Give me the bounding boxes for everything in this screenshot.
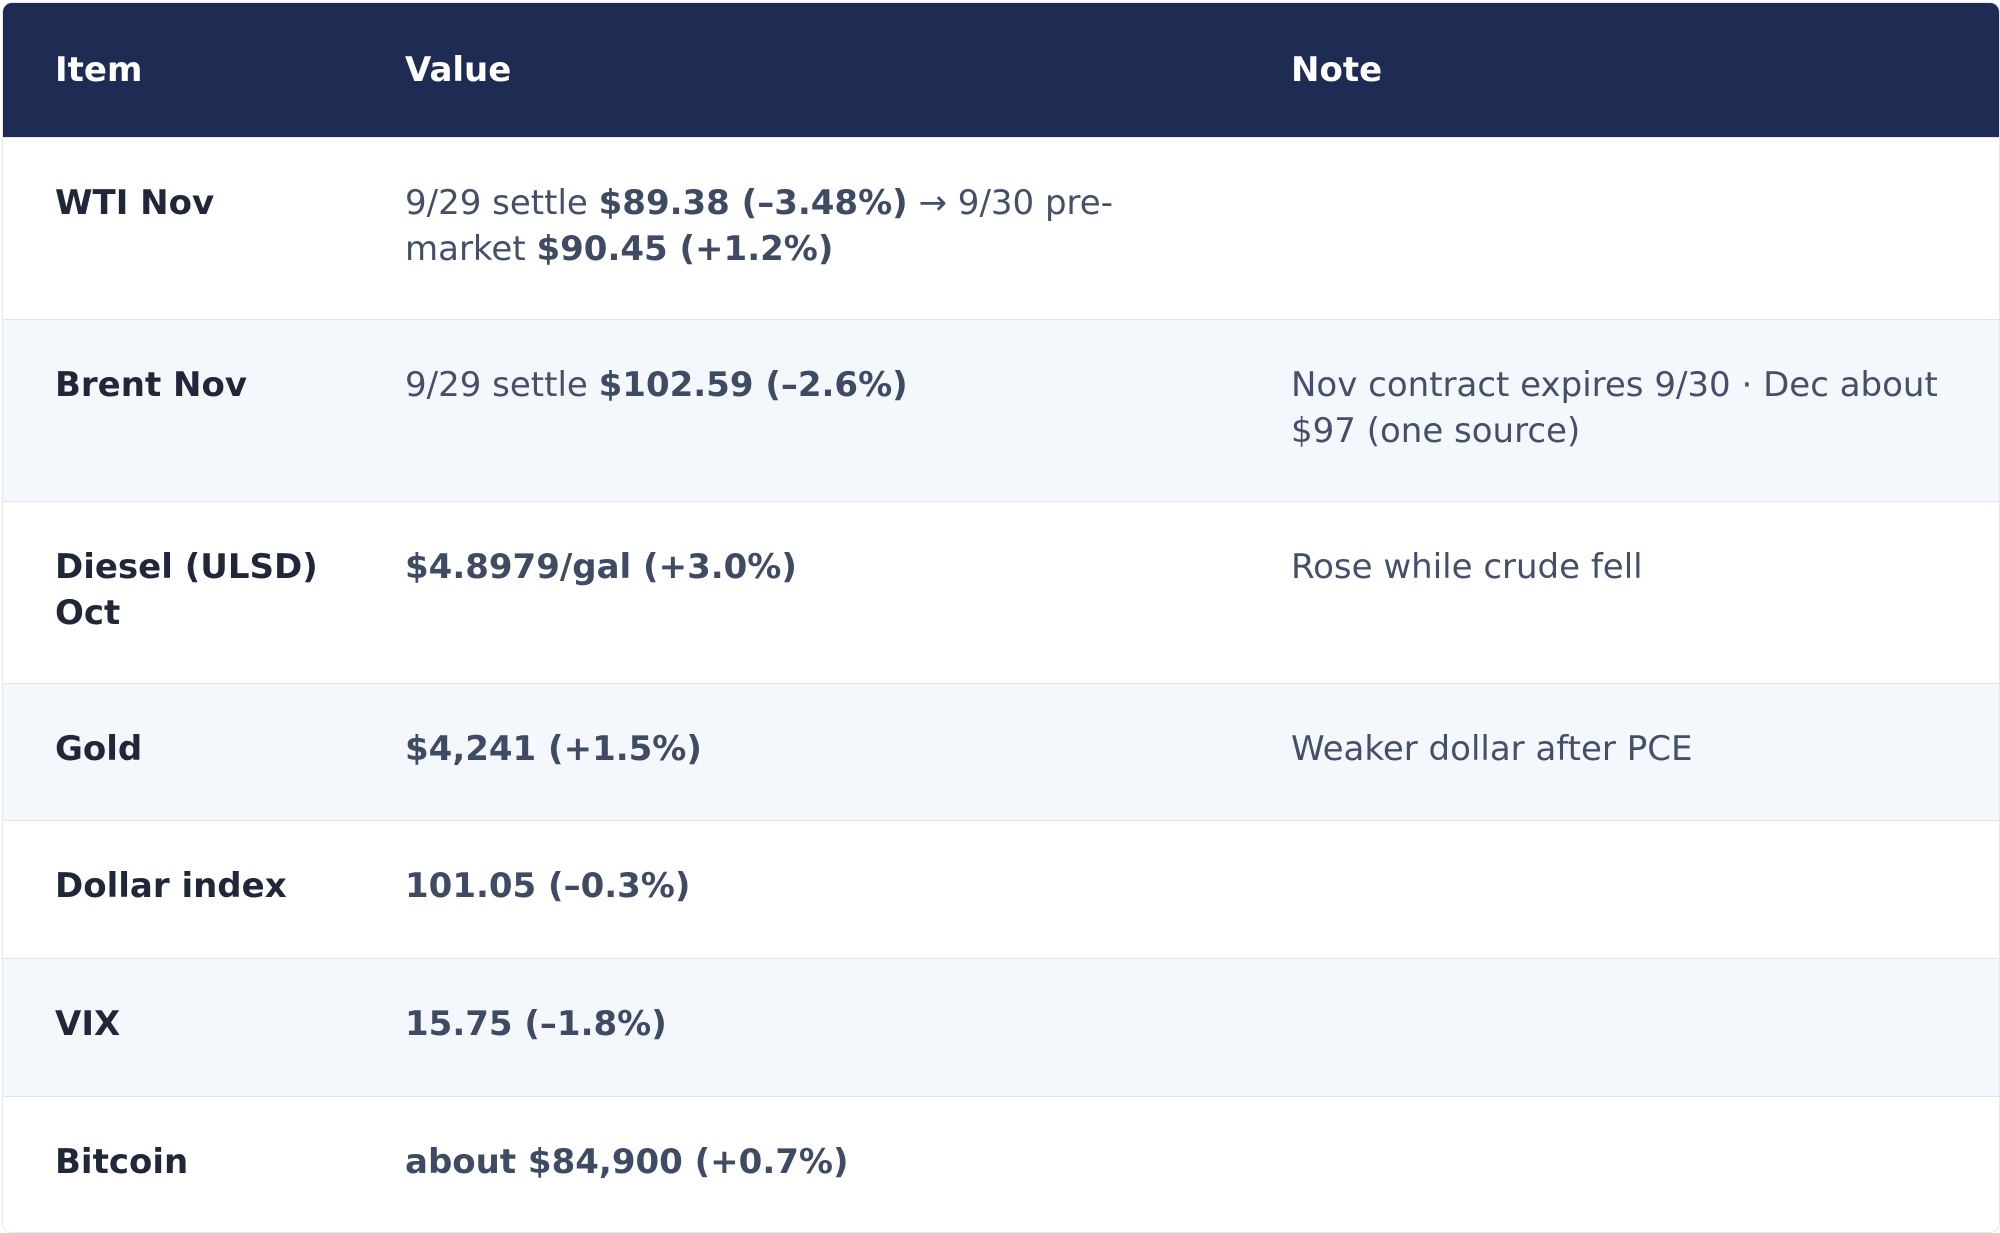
value-bold: $89.38 (–3.48%) <box>598 182 908 223</box>
value-bold: $90.45 (+1.2%) <box>536 228 834 269</box>
item-cell: Brent Nov <box>55 364 248 405</box>
header-row: Item Value Note <box>3 3 1999 137</box>
column-header-note: Note <box>1291 49 1383 90</box>
note-cell <box>1239 137 1999 319</box>
table-row: VIX 15.75 (–1.8%) <box>3 958 1999 1096</box>
value-cell: 9/29 settle $102.59 (–2.6%) <box>353 319 1239 501</box>
item-cell: VIX <box>55 1003 121 1044</box>
note-cell: Weaker dollar after PCE <box>1291 728 1693 769</box>
table-body: WTI Nov 9/29 settle $89.38 (–3.48%) → 9/… <box>3 137 1999 1232</box>
item-cell: Dollar index <box>55 865 287 906</box>
value-text: 9/29 settle <box>405 182 599 223</box>
market-data-table: Item Value Note WTI Nov 9/29 settle $89.… <box>3 3 1999 1232</box>
value-cell: 101.05 (–0.3%) <box>353 820 1239 958</box>
value-cell: $4.8979/gal (+3.0%) <box>353 501 1239 683</box>
value-bold: 101.05 (–0.3%) <box>405 865 691 906</box>
value-bold: $4,241 (+1.5%) <box>405 728 702 769</box>
value-text: → 9/30 pre-market <box>405 182 1113 269</box>
item-cell: Diesel (ULSD) Oct <box>55 546 318 633</box>
value-bold: about $84,900 (+0.7%) <box>405 1141 849 1182</box>
column-header-item: Item <box>55 49 143 90</box>
value-bold: $4.8979/gal (+3.0%) <box>405 546 797 587</box>
table-row: Gold $4,241 (+1.5%) Weaker dollar after … <box>3 683 1999 820</box>
item-cell: Gold <box>55 728 143 769</box>
table-row: Diesel (ULSD) Oct $4.8979/gal (+3.0%) Ro… <box>3 501 1999 683</box>
value-cell: 9/29 settle $89.38 (–3.48%) → 9/30 pre-m… <box>353 137 1239 319</box>
note-cell <box>1239 820 1999 958</box>
table-row: Brent Nov 9/29 settle $102.59 (–2.6%) No… <box>3 319 1999 501</box>
value-bold: 15.75 (–1.8%) <box>405 1003 667 1044</box>
note-cell <box>1239 958 1999 1096</box>
table-row: Bitcoin about $84,900 (+0.7%) <box>3 1096 1999 1232</box>
value-cell: $4,241 (+1.5%) <box>353 683 1239 820</box>
note-cell: Nov contract expires 9/30 · Dec about $9… <box>1291 364 1938 451</box>
note-cell: Rose while crude fell <box>1291 546 1643 587</box>
item-cell: WTI Nov <box>55 182 215 223</box>
value-cell: about $84,900 (+0.7%) <box>353 1096 1239 1232</box>
table-row: WTI Nov 9/29 settle $89.38 (–3.48%) → 9/… <box>3 137 1999 319</box>
value-cell: 15.75 (–1.8%) <box>353 958 1239 1096</box>
value-bold: $102.59 (–2.6%) <box>598 364 908 405</box>
table-row: Dollar index 101.05 (–0.3%) <box>3 820 1999 958</box>
note-cell <box>1239 1096 1999 1232</box>
table-header: Item Value Note <box>3 3 1999 137</box>
value-text: 9/29 settle <box>405 364 599 405</box>
column-header-value: Value <box>405 49 512 90</box>
item-cell: Bitcoin <box>55 1141 189 1182</box>
